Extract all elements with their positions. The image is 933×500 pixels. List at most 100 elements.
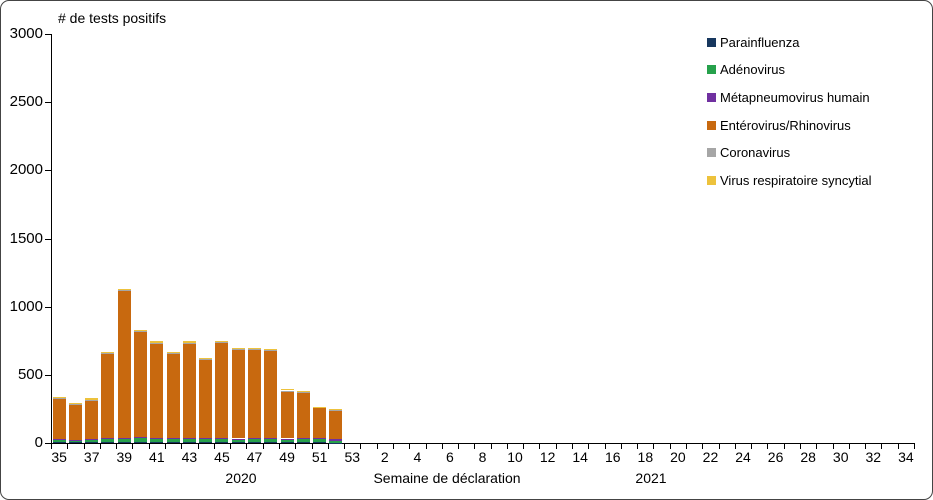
x-axis-tick [327, 444, 329, 449]
bar-week-40 [134, 34, 148, 443]
segment-adenovirus [52, 439, 66, 442]
bar-week-48 [264, 34, 278, 443]
y-axis-tick [45, 34, 51, 35]
x-axis-tick [246, 444, 248, 449]
x-axis-tick [604, 444, 606, 449]
x-tick-label: 47 [246, 449, 263, 465]
segment-adenovirus [280, 438, 294, 443]
segment-coronavirus [85, 399, 99, 401]
segment-adenovirus [68, 439, 82, 442]
x-axis-tick [751, 444, 753, 449]
x-axis-tick [295, 444, 297, 449]
x-tick-label: 28 [800, 449, 816, 465]
segment-enterovirus-rhinovirus [248, 349, 262, 439]
segment-enterovirus-rhinovirus [199, 359, 213, 439]
segment-enterovirus-rhinovirus [264, 350, 278, 438]
y-tick-label: 3000 [9, 25, 43, 42]
segment-coronavirus [52, 398, 66, 399]
segment-coronavirus [329, 409, 343, 411]
x-axis-tick [555, 444, 557, 449]
x-axis-tick [702, 444, 704, 449]
segment-virus-respiratoire-syncytial [166, 352, 180, 354]
segment-virus-respiratoire-syncytial [248, 347, 262, 349]
segment-virus-respiratoire-syncytial [101, 351, 115, 353]
legend-label: Parainfluenza [720, 34, 800, 50]
x-tick-label: 26 [767, 449, 784, 465]
bar-week-45 [215, 34, 229, 443]
bar-week-38 [101, 34, 115, 443]
x-axis-tick [718, 444, 720, 449]
segment-parainfluenza [150, 442, 164, 443]
segment-metapneumovirus-humain [85, 438, 99, 440]
x-axis-tick [897, 444, 899, 449]
segment-adenovirus [264, 438, 278, 442]
x-axis-tick [51, 444, 52, 449]
segment-enterovirus-rhinovirus [296, 391, 310, 438]
segment-adenovirus [134, 437, 148, 442]
x-tick-label: 32 [865, 449, 882, 465]
x-tick-label: 49 [279, 449, 295, 465]
y-axis-tick [45, 102, 51, 104]
x-axis-tick [392, 444, 394, 449]
bar-week-39 [117, 34, 131, 443]
x-axis-tick [278, 444, 280, 449]
x-axis-tick [783, 444, 785, 449]
segment-adenovirus [199, 438, 213, 443]
segment-coronavirus [134, 330, 148, 332]
x-tick-label: 37 [83, 449, 100, 465]
segment-virus-respiratoire-syncytial [296, 390, 310, 392]
x-axis-tick [572, 444, 574, 449]
bar-week-35 [52, 34, 66, 443]
legend-label: Coronavirus [720, 145, 791, 161]
x-axis-tick [620, 444, 622, 449]
x-tick-label: 41 [149, 449, 165, 465]
x-tick-label: 14 [572, 449, 588, 465]
segment-parainfluenza [85, 441, 99, 443]
segment-metapneumovirus-humain [182, 437, 196, 439]
bar-week-41 [150, 34, 164, 443]
x-axis-tick [132, 444, 134, 449]
x-axis-tick [474, 444, 476, 449]
segment-adenovirus [101, 438, 115, 443]
x-axis-tick [360, 444, 362, 449]
segment-parainfluenza [52, 441, 66, 443]
x-tick-label: 10 [507, 449, 523, 465]
legend-label: Virus respiratoire syncytial [720, 173, 872, 188]
bar-week-36 [68, 34, 82, 443]
segment-enterovirus-rhinovirus [85, 400, 99, 439]
x-tick-label: 39 [116, 449, 133, 465]
bar-week-37 [85, 34, 99, 443]
segment-metapneumovirus-humain [199, 438, 213, 439]
y-tick-label: 2000 [9, 161, 43, 179]
x-tick-label: 18 [637, 449, 654, 465]
segment-enterovirus-rhinovirus [117, 291, 131, 438]
segment-virus-respiratoire-syncytial [231, 347, 245, 349]
year-label-2021: 2021 [635, 470, 667, 486]
segment-adenovirus [117, 438, 131, 443]
x-axis-tick [914, 444, 915, 449]
x-axis-tick [506, 444, 508, 449]
x-axis-tick [669, 444, 671, 449]
x-tick-label: 12 [539, 449, 556, 465]
segment-enterovirus-rhinovirus [101, 353, 115, 438]
segment-parainfluenza [134, 441, 148, 443]
segment-parainfluenza [166, 441, 180, 443]
chart-title: # de tests positifs [58, 10, 167, 26]
x-axis-tick [83, 444, 85, 449]
segment-parainfluenza [313, 442, 327, 443]
y-tick-label: 1000 [9, 297, 43, 315]
x-axis-tick [767, 444, 769, 449]
x-axis-tick [458, 444, 460, 449]
x-axis-tick [311, 444, 313, 449]
segment-metapneumovirus-humain [117, 437, 131, 439]
segment-parainfluenza [215, 441, 229, 443]
y-axis-line [51, 34, 52, 444]
x-axis-tick [344, 444, 346, 449]
segment-virus-respiratoire-syncytial [117, 288, 131, 291]
x-tick-label: 24 [735, 449, 751, 465]
segment-virus-respiratoire-syncytial [215, 340, 229, 343]
x-tick-label: 20 [670, 449, 686, 465]
x-axis-tick [116, 444, 118, 449]
bar-week-52 [329, 34, 343, 443]
